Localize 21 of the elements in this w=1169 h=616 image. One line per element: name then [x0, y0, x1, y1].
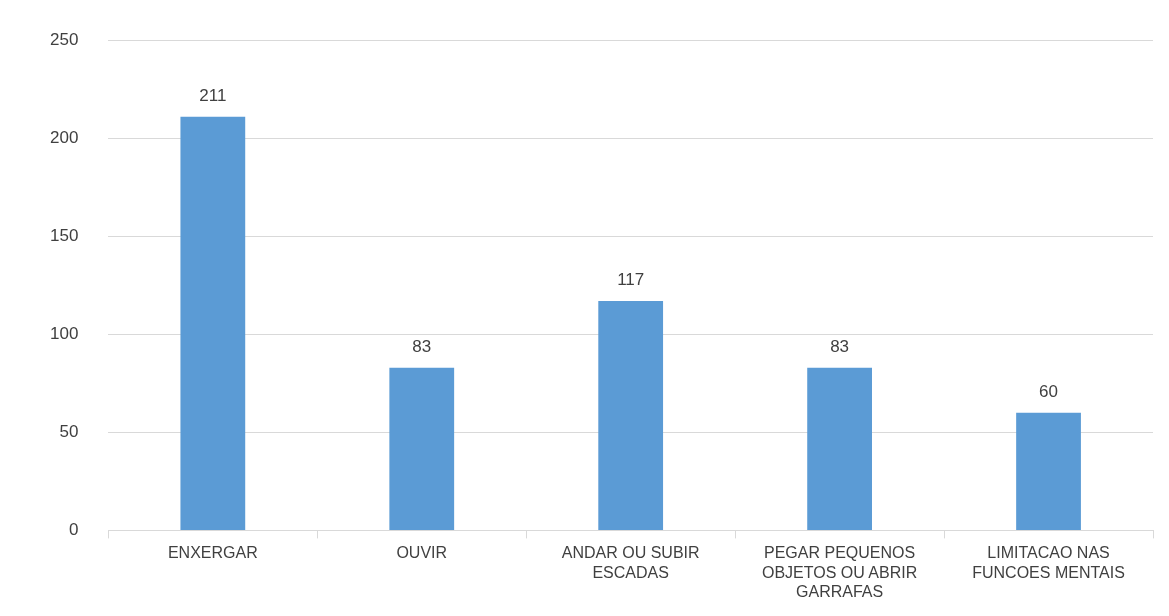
data-label: 83 — [830, 336, 850, 356]
bar — [180, 116, 246, 530]
bar — [807, 367, 872, 530]
data-label: 60 — [1039, 381, 1058, 401]
x-tick-label: LIMITACAO NAS FUNCOES MENTAIS — [972, 544, 1125, 581]
x-tick-label: ANDAR OU SUBIR ESCADAS — [561, 544, 700, 581]
y-tick-label: 200 — [49, 127, 79, 147]
y-tick-label: 150 — [49, 225, 79, 245]
bar — [598, 300, 664, 530]
y-tick-label: 250 — [49, 29, 79, 49]
x-tick-label: PEGAR PEQUENOS OBJETOS OU ABRIR GARRAFAS — [761, 544, 918, 600]
data-label: 117 — [617, 270, 645, 290]
y-tick-label: 100 — [49, 324, 79, 344]
bar — [389, 367, 455, 530]
y-tick-label: 0 — [68, 520, 79, 540]
x-tick-label: OUVIR — [396, 544, 448, 562]
data-label: 211 — [199, 85, 227, 105]
data-label: 83 — [412, 336, 432, 356]
y-tick-label: 50 — [59, 422, 79, 442]
x-tick-label: ENXERGAR — [167, 544, 258, 562]
bar — [1016, 412, 1081, 530]
